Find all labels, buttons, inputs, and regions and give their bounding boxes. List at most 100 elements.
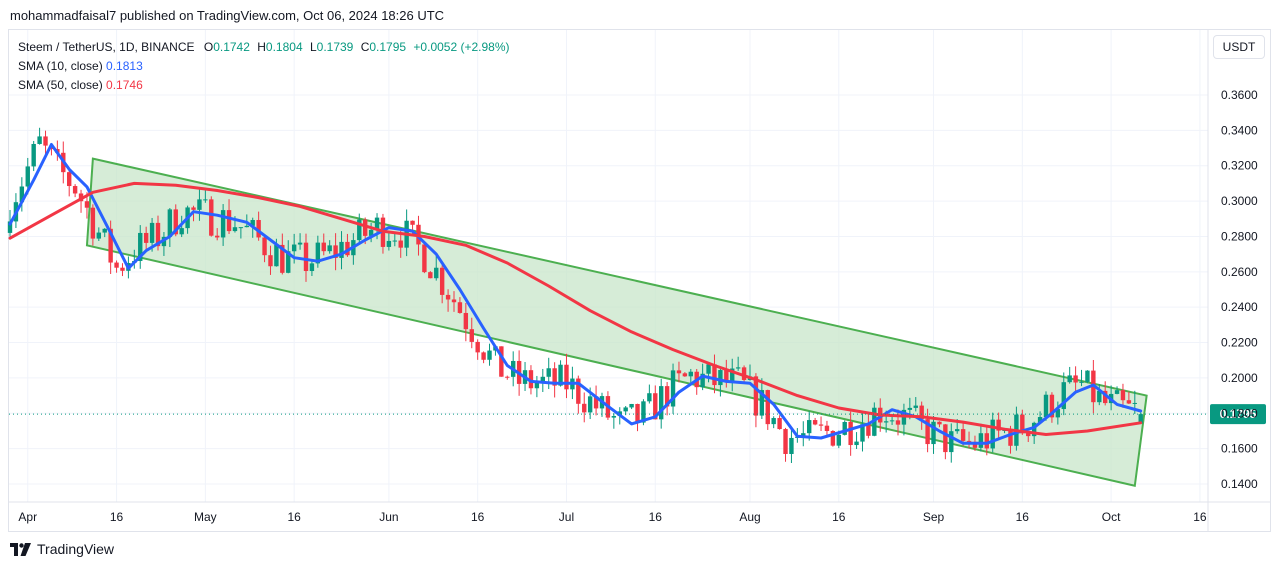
- candle-body: [990, 419, 995, 449]
- moving-averages: [8, 143, 1143, 445]
- candle-body: [428, 272, 433, 279]
- candle-body: [907, 407, 913, 410]
- candle-body: [812, 420, 818, 425]
- candle-body: [966, 440, 972, 442]
- candle-body: [735, 367, 741, 369]
- candle-body: [836, 434, 841, 446]
- candle-body: [445, 294, 451, 300]
- candle-body: [469, 329, 474, 342]
- candle-body: [90, 207, 96, 239]
- candle-body: [197, 199, 202, 210]
- candle-body: [149, 222, 155, 243]
- candle-body: [1138, 414, 1143, 424]
- price-tick-label: 0.2800: [1221, 229, 1258, 243]
- candle-body: [357, 219, 362, 241]
- candle-body: [978, 433, 984, 448]
- current-price-line: 0.1795: [9, 404, 1266, 425]
- candle-body: [374, 217, 380, 230]
- candle-body: [759, 390, 765, 416]
- candle-body: [173, 209, 178, 235]
- candle-body: [321, 242, 326, 252]
- candle-body: [1085, 370, 1090, 382]
- candle-body: [96, 232, 101, 239]
- candle-body: [623, 407, 628, 412]
- candle-body: [297, 242, 303, 245]
- candle-body: [434, 267, 439, 279]
- symbol-row: Steem / TetherUS, 1D, BINANCE O0.1742 H0…: [18, 38, 510, 57]
- candle-body: [629, 403, 634, 408]
- open-value: 0.1742: [213, 40, 250, 54]
- candle-body: [333, 245, 338, 258]
- time-tick-label: Oct: [1102, 510, 1121, 524]
- candle-body: [215, 235, 220, 238]
- currency-unit-button[interactable]: USDT: [1213, 35, 1265, 59]
- candle-body: [67, 172, 72, 187]
- candle-body: [1061, 382, 1066, 410]
- candle-body: [564, 364, 569, 390]
- sma50-row[interactable]: SMA (50, close) 0.1746: [18, 76, 510, 95]
- candle-body: [499, 346, 504, 377]
- candle-body: [167, 209, 173, 237]
- time-tick-label: 16: [1016, 510, 1030, 524]
- current-price-label: 0.1795: [1220, 407, 1257, 421]
- candle-body: [226, 210, 232, 232]
- time-tick-label: 16: [1193, 510, 1207, 524]
- publisher-line: mohammadfaisal7 published on TradingView…: [10, 8, 445, 23]
- candle-body: [72, 186, 78, 194]
- candle-body: [895, 420, 901, 425]
- candle-body: [291, 244, 297, 252]
- candle-body: [274, 244, 279, 267]
- candle-body: [363, 219, 368, 236]
- candle-body: [635, 403, 640, 423]
- time-tick-label: May: [194, 510, 217, 524]
- candle-body: [1114, 390, 1120, 394]
- price-tick-label: 0.1600: [1221, 442, 1258, 456]
- candle-body: [309, 263, 315, 272]
- time-tick-label: 16: [287, 510, 301, 524]
- candle-body: [120, 267, 125, 271]
- candle-body: [653, 393, 658, 420]
- candle-body: [31, 143, 36, 167]
- candle-body: [451, 299, 457, 303]
- time-tick-label: 16: [832, 510, 846, 524]
- close-label: C: [360, 40, 370, 54]
- sma10-value: 0.1813: [106, 59, 143, 73]
- candle-body: [712, 364, 717, 386]
- footer-brand[interactable]: TradingView: [10, 541, 114, 557]
- time-tick-label: Jun: [379, 510, 398, 524]
- candle-body: [688, 371, 693, 377]
- candle-body: [114, 262, 119, 268]
- time-tick-label: 16: [110, 510, 124, 524]
- time-axis: Apr 16 May 16 Jun 16 Jul 16 Aug 16 Sep 16 Oct 16: [9, 501, 1270, 524]
- time-tick-label: Aug: [739, 510, 760, 524]
- candle-body: [960, 429, 966, 441]
- candle-body: [244, 225, 249, 228]
- candle-body: [783, 429, 788, 454]
- time-tick-label: Jul: [559, 510, 574, 524]
- candle-body: [345, 241, 350, 256]
- candle-body: [1026, 433, 1031, 437]
- candle-body: [860, 424, 865, 442]
- symbol-title: Steem / TetherUS, 1D, BINANCE: [18, 40, 195, 54]
- candle-body: [368, 229, 374, 236]
- candle-body: [741, 367, 747, 380]
- price-tick-label: 0.3400: [1221, 123, 1258, 137]
- candle-body: [1097, 390, 1102, 403]
- candle-body: [883, 421, 889, 423]
- change-value: +0.0052 (+2.98%): [413, 40, 510, 54]
- price-tick-label: 0.3000: [1221, 194, 1258, 208]
- chart-frame: [8, 29, 1271, 532]
- candle-body: [587, 396, 593, 413]
- price-tick-label: 0.3600: [1221, 88, 1258, 102]
- candle-body: [700, 373, 705, 388]
- candle-body: [641, 401, 646, 423]
- candle-body: [439, 267, 445, 295]
- candle-body: [664, 386, 670, 407]
- candle-body: [753, 376, 759, 416]
- candle-body: [670, 370, 676, 407]
- candle-body: [1055, 409, 1061, 418]
- sma10-row[interactable]: SMA (10, close) 0.1813: [18, 57, 510, 76]
- candle-body: [422, 244, 427, 273]
- candle-body: [582, 403, 587, 413]
